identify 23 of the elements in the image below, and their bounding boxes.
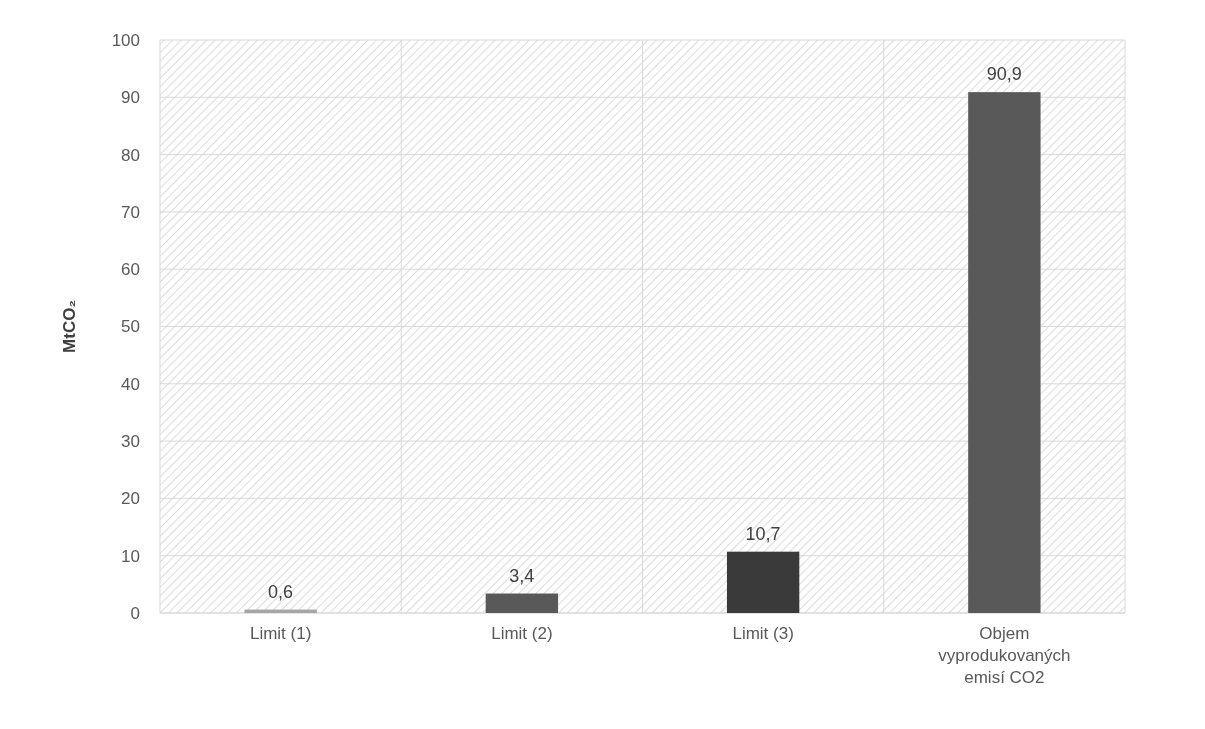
bar	[485, 593, 559, 613]
y-tick-label: 90	[121, 88, 140, 108]
y-tick-label: 30	[121, 432, 140, 452]
data-label: 90,9	[986, 64, 1022, 85]
y-tick-label: 50	[121, 317, 140, 337]
y-tick-label: 100	[111, 30, 140, 50]
x-tick-label: Limit (2)	[491, 624, 553, 644]
y-tick-label: 10	[121, 546, 140, 566]
bar	[726, 551, 800, 613]
y-tick-label: 60	[121, 260, 140, 280]
y-tick-label: 0	[130, 603, 140, 623]
bar	[968, 92, 1041, 613]
y-tick-label: 80	[121, 145, 140, 165]
x-tick-label: Limit (3)	[732, 624, 794, 644]
y-axis-title: MtCO₂	[60, 300, 79, 353]
data-label: 3,4	[509, 565, 535, 586]
y-tick-label: 20	[121, 489, 140, 509]
x-tick-label: Objem vyprodukovaných emisí CO2	[938, 624, 1071, 688]
x-tick-label: Limit (1)	[249, 624, 312, 644]
data-label: 10,7	[745, 523, 781, 544]
y-tick-label: 70	[121, 202, 140, 222]
data-label: 0,6	[268, 581, 294, 602]
y-tick-label: 40	[121, 374, 140, 394]
